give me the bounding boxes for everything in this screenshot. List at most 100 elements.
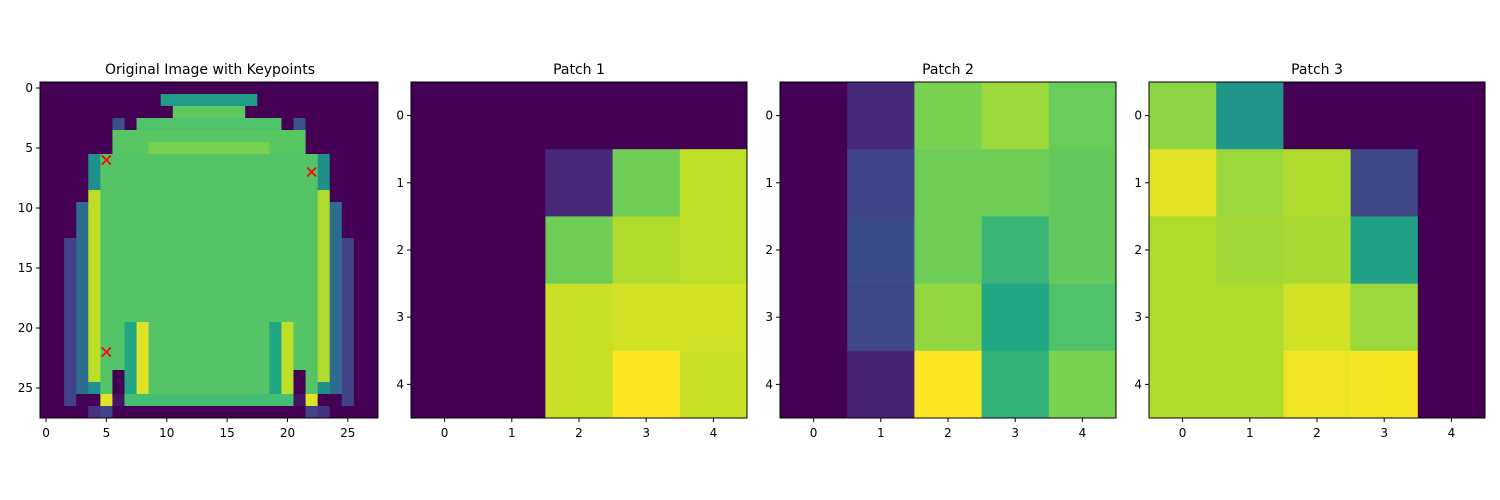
heatmap-cell	[233, 178, 246, 191]
heatmap-cell	[88, 334, 101, 347]
heatmap-cell	[245, 238, 258, 251]
heatmap-cell	[329, 142, 343, 155]
heatmap-cell	[40, 262, 53, 275]
heatmap-cell	[76, 106, 89, 119]
heatmap-cell	[365, 82, 379, 95]
heatmap-cell	[184, 358, 198, 371]
heatmap-cell	[293, 154, 306, 167]
heatmap-cell	[305, 262, 319, 275]
heatmap-cell	[679, 216, 748, 284]
x-tick-label: 3	[1011, 426, 1019, 440]
heatmap-cell	[221, 322, 234, 335]
y-tick-label: 4	[1134, 377, 1142, 391]
y-tick-label: 0	[25, 81, 33, 95]
heatmap-cell	[269, 190, 282, 203]
heatmap-cell	[305, 106, 319, 119]
heatmap-cell	[281, 166, 294, 179]
heatmap-cell	[281, 358, 294, 371]
heatmap-cell	[88, 394, 101, 407]
heatmap-cell	[305, 202, 319, 215]
heatmap-cell	[172, 274, 186, 287]
heatmap-cell	[269, 346, 282, 359]
heatmap-cell	[160, 130, 174, 143]
heatmap-cell	[64, 346, 77, 359]
heatmap-cell	[124, 370, 137, 383]
y-tick-label: 2	[765, 243, 773, 257]
heatmap-cell	[40, 358, 53, 371]
heatmap-cell	[112, 286, 125, 299]
heatmap-cell	[112, 142, 125, 155]
heatmap-cell	[257, 202, 270, 215]
heatmap-cell	[76, 118, 89, 131]
heatmap-cell	[233, 94, 246, 107]
heatmap-cell	[209, 202, 222, 215]
heatmap-cell	[365, 226, 379, 239]
heatmap-cell	[293, 406, 306, 419]
heatmap-cell	[1048, 82, 1117, 150]
heatmap-cell	[281, 118, 294, 131]
heatmap-cell	[1283, 216, 1351, 284]
heatmap-cell	[40, 214, 53, 227]
heatmap-cell	[148, 82, 162, 95]
heatmap-cell	[245, 226, 258, 239]
heatmap-cell	[196, 298, 210, 311]
heatmap-cell	[76, 406, 89, 419]
heatmap-cell	[317, 238, 331, 251]
heatmap-cell	[124, 226, 137, 239]
heatmap-cell	[40, 106, 53, 119]
heatmap-cell	[209, 394, 222, 407]
heatmap-cell	[184, 178, 198, 191]
heatmap-cell	[52, 142, 65, 155]
heatmap-cell	[317, 226, 331, 239]
heatmap-cell	[365, 274, 379, 287]
heatmap-cell	[293, 358, 306, 371]
heatmap-cell	[52, 154, 65, 167]
heatmap-cell	[184, 190, 198, 203]
heatmap-cell	[76, 370, 89, 383]
heatmap-cell	[1216, 283, 1284, 352]
heatmap-cell	[679, 283, 748, 352]
heatmap-cell	[293, 178, 306, 191]
heatmap-cell	[196, 274, 210, 287]
x-tick-label: 2	[575, 426, 583, 440]
heatmap-cell	[112, 274, 125, 287]
heatmap-cell	[329, 310, 343, 323]
panel-patch-2: Patch 2 0 1 2 3 4 0 1 2 3 4	[765, 62, 1117, 440]
heatmap-cell	[293, 274, 306, 287]
heatmap-cell	[233, 166, 246, 179]
heatmap-cell	[478, 350, 546, 419]
heatmap-cell	[76, 190, 89, 203]
heatmap-cell	[365, 238, 379, 251]
heatmap-cell	[124, 406, 137, 419]
heatmap-cell	[353, 346, 367, 359]
heatmap-cell	[914, 216, 982, 284]
heatmap-cell	[221, 178, 234, 191]
heatmap-cell	[257, 118, 270, 131]
heatmap-cell	[353, 202, 367, 215]
heatmap-cell	[233, 262, 246, 275]
heatmap-cell	[269, 82, 282, 95]
heatmap-cell	[172, 142, 186, 155]
heatmap-cell	[209, 382, 222, 395]
heatmap-cell	[245, 346, 258, 359]
heatmap-cell	[341, 202, 355, 215]
heatmap-cell	[100, 334, 113, 347]
heatmap-cell	[88, 406, 101, 419]
heatmap-cell	[112, 370, 125, 383]
heatmap-cell	[196, 130, 210, 143]
heatmap-cell	[233, 274, 246, 287]
y-tick-label: 5	[25, 141, 33, 155]
heatmap-cell	[305, 346, 319, 359]
heatmap-cell	[1417, 283, 1486, 352]
heatmap-cell	[411, 283, 479, 352]
heatmap-cell	[1283, 350, 1351, 419]
heatmap-cell	[233, 118, 246, 131]
heatmap-cell	[100, 382, 113, 395]
heatmap-cell	[64, 262, 77, 275]
heatmap-cell	[64, 166, 77, 179]
heatmap-cell	[281, 322, 294, 335]
heatmap-cell	[245, 94, 258, 107]
heatmap-cell	[245, 106, 258, 119]
heatmap-cell	[160, 370, 174, 383]
heatmap-cell	[365, 346, 379, 359]
